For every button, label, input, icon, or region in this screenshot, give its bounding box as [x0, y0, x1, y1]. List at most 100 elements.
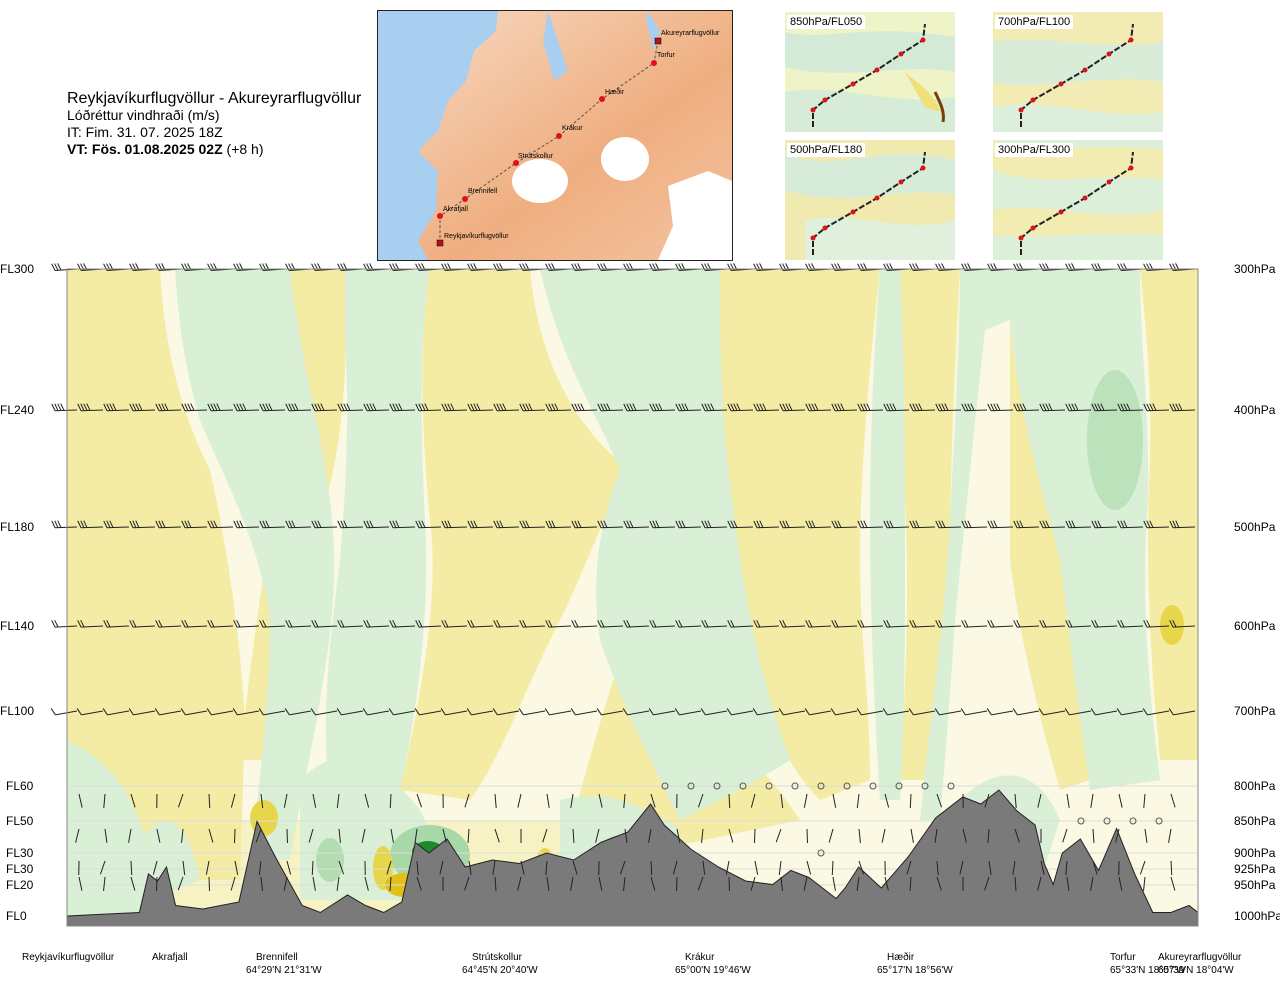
wind-barb [936, 860, 939, 875]
wind-barb [1065, 860, 1068, 875]
wind-barb [389, 619, 416, 628]
right-axis-label: 700hPa [1234, 704, 1276, 718]
wind-barb [987, 619, 1014, 628]
wind-barb [884, 876, 889, 891]
route-line [439, 40, 659, 243]
left-axis-label: FL60 [6, 779, 34, 793]
wind-barb [206, 708, 234, 716]
wind-barb [1092, 860, 1098, 875]
wind-barb [1013, 403, 1040, 412]
left-axis-label: FL30 [6, 846, 34, 860]
wind-barb [780, 876, 783, 891]
wind-barb [805, 403, 832, 412]
wind-barb [650, 876, 656, 891]
wind-barb [439, 860, 444, 875]
wind-barb [856, 793, 860, 808]
wind-barb [77, 520, 104, 529]
wind-barb [675, 403, 702, 412]
wind-barb [727, 403, 754, 412]
wind-barb [466, 708, 494, 716]
wind-barb [177, 793, 184, 808]
wind-barb [258, 860, 262, 875]
route-waypoints [437, 60, 657, 219]
wind-barb [803, 793, 808, 808]
wind-barb [936, 793, 943, 808]
wind-barb [1142, 708, 1170, 716]
wind-barb [754, 860, 759, 875]
wind-barb [181, 828, 184, 843]
wind-barb [1169, 619, 1196, 628]
wind-barb [962, 828, 967, 843]
waypoint-akrafjall [437, 213, 443, 219]
wind-barb [389, 520, 416, 529]
calm-wind-marker [713, 782, 721, 790]
wind-barb [154, 708, 182, 716]
wind-barb [255, 828, 262, 843]
subtitle: Lóðréttur vindhraði (m/s) [67, 107, 220, 123]
left-axis-label: FL140 [0, 619, 34, 633]
wind-barb [441, 619, 468, 628]
wind-barb [882, 708, 910, 716]
wind-barb [1116, 708, 1144, 716]
left-axis: FL300 FL240 FL180 FL140 FL100 FL60 FL50 FL30 FL3… [0, 262, 34, 923]
wind-barb [674, 708, 702, 716]
calm-wind-marker [661, 782, 669, 790]
wind-barb [363, 619, 390, 628]
wind-barb [1012, 708, 1040, 716]
wind-barb [388, 708, 416, 716]
wind-barb [1169, 520, 1196, 529]
wind-barb [1013, 619, 1040, 628]
wind-barb [750, 793, 756, 808]
wind-barb [1062, 828, 1068, 843]
wind-barb [207, 619, 234, 628]
wind-barb [494, 876, 497, 892]
wind-barb [1014, 793, 1017, 808]
glacier-3 [658, 171, 732, 260]
wind-barb [779, 403, 806, 412]
wind-barb [78, 876, 83, 891]
wind-barb [572, 860, 578, 875]
wind-barb [545, 860, 548, 875]
wind-barb [650, 860, 653, 876]
wind-barb [77, 403, 104, 412]
right-axis: 300hPa 400hPa 500hPa 600hPa 700hPa 800hPa 850h… [1234, 262, 1280, 923]
wind-barb [598, 876, 603, 891]
wind-barb [129, 403, 156, 412]
wind-barb [935, 619, 962, 628]
wind-barb [675, 619, 702, 628]
route-point-name: Akureyrarflugvöllur [1158, 952, 1242, 963]
route-point-name: Hæðir [887, 952, 915, 963]
waypoint-torfur [651, 60, 657, 66]
wind-barb [493, 403, 520, 412]
wind-barb [311, 619, 338, 628]
wind-barb [51, 520, 78, 529]
route-point-label: Akrafjall [152, 951, 188, 964]
wind-barb [103, 619, 130, 628]
wind-barb [389, 876, 392, 892]
right-axis-label: 800hPa [1234, 779, 1276, 793]
wind-barb [493, 619, 520, 628]
wind-barb [363, 403, 390, 412]
wind-barb [779, 520, 806, 529]
wind-barb [619, 860, 626, 875]
wind-barb [467, 828, 470, 844]
wind-barb [494, 793, 497, 808]
wind-barb [1040, 860, 1045, 875]
valid-time: VT: Fös. 01.08.2025 02Z [67, 141, 223, 157]
right-axis-label: 300hPa [1234, 262, 1276, 276]
wind-barb [468, 860, 472, 875]
map-label-krakur: Krákur [562, 125, 583, 132]
calm-wind-marker [1155, 817, 1163, 825]
wind-barb [727, 619, 754, 628]
wind-barb [389, 793, 392, 809]
wind-barb [232, 708, 260, 716]
wind-barb [155, 403, 182, 412]
wind-barb [1143, 520, 1170, 529]
wind-barb [1065, 520, 1092, 529]
wind-barb [934, 708, 962, 716]
wind-barb [883, 520, 910, 529]
wind-barb [987, 828, 990, 844]
waypoint-haedir [599, 96, 605, 102]
wind-barb [311, 403, 338, 412]
wind-barb [675, 520, 702, 529]
